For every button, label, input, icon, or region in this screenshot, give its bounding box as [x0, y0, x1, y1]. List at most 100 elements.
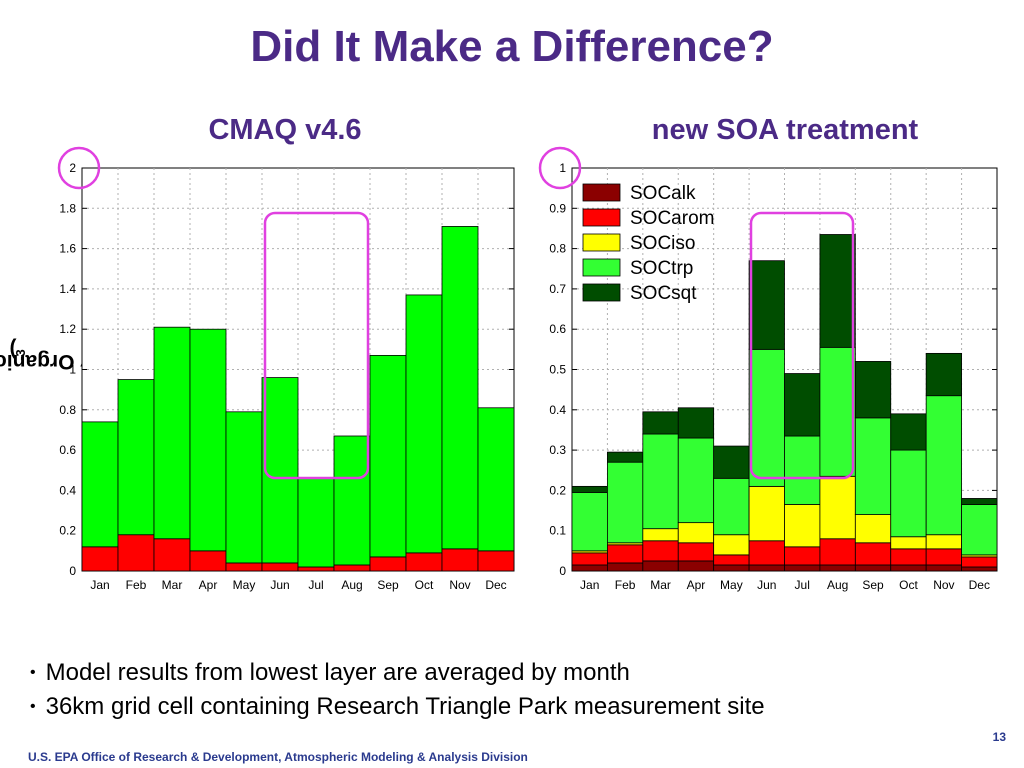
bar-segment-socarom — [297, 566, 335, 572]
legend-label: SOCtrp — [630, 258, 693, 279]
bar-segment-socarom — [117, 534, 155, 572]
legend-label: SOCalk — [630, 183, 696, 204]
bullet-list: • Model results from lowest layer are ave… — [30, 656, 765, 724]
bar-segment-socarom — [890, 548, 927, 566]
bullet-text: Model results from lowest layer are aver… — [45, 659, 630, 686]
bar-segment-socsqt — [642, 411, 679, 435]
bar-segment-socalk — [607, 562, 644, 572]
bullet-item: • Model results from lowest layer are ave… — [30, 659, 630, 686]
legend: SOCalk SOCarom SOCiso SOCtrp SOCsqt — [582, 183, 714, 304]
x-tick-label: Sep — [377, 578, 399, 592]
x-tick-label: Mar — [650, 578, 671, 592]
y-tick-label: 0 — [69, 564, 76, 578]
x-tick-label: Aug — [341, 578, 362, 592]
bar-segment-socarom — [819, 538, 856, 566]
bar-segment-socalk — [854, 564, 892, 572]
bar-segment-soctrp — [819, 346, 856, 477]
bar-segment-sociso — [642, 528, 679, 542]
y-tick-label: 0.1 — [549, 524, 566, 538]
y-tick-label: 1.6 — [59, 242, 76, 256]
bar-segment-sociso — [713, 534, 750, 556]
bar-segment-socarom — [925, 548, 962, 566]
legend-swatch — [582, 183, 621, 202]
bar-segment-socsqt — [854, 361, 892, 419]
bullet-item: • 36km grid cell containing Research Tria… — [30, 693, 765, 720]
y-tick-label: 1.8 — [59, 201, 76, 215]
bar-segment-socarom — [405, 552, 443, 572]
highlight-box — [749, 211, 855, 480]
bar-segment-soctrp — [748, 348, 785, 487]
bar-segment-soctrp — [677, 437, 715, 524]
bar-segment-socalk — [748, 564, 785, 572]
bar-segment-cmaq_fill — [225, 411, 263, 564]
y-tick-label: 0.8 — [549, 242, 566, 256]
page-number: 13 — [992, 730, 1006, 744]
bar-segment-soctrp — [961, 504, 998, 556]
bullet-text: 36km grid cell containing Research Trian… — [45, 693, 765, 720]
x-tick-label: Feb — [615, 578, 636, 592]
bar-segment-socalk — [677, 560, 715, 572]
bar-segment-socalk — [890, 564, 927, 572]
bar-segment-soctrp — [854, 417, 892, 515]
bar-segment-socarom — [189, 550, 227, 572]
legend-swatch — [582, 233, 621, 252]
x-tick-label: Jan — [580, 578, 599, 592]
bar-segment-socalk — [784, 564, 821, 572]
x-tick-label: Nov — [933, 578, 954, 592]
bar-segment-socarom — [784, 546, 821, 566]
x-tick-label: May — [720, 578, 743, 592]
y-tick-label: 0.4 — [59, 483, 76, 497]
bar-segment-socsqt — [890, 413, 927, 451]
bar-segment-cmaq_fill — [297, 477, 335, 568]
bar-segment-soctrp — [713, 477, 750, 536]
bar-segment-sociso — [890, 536, 927, 550]
x-tick-label: Apr — [687, 578, 706, 592]
bar-segment-socsqt — [607, 451, 644, 463]
bar-segment-socalk — [642, 560, 679, 572]
x-tick-label: Jun — [270, 578, 289, 592]
bar-segment-soctrp — [607, 461, 644, 544]
y-axis-label-close: ) — [9, 338, 17, 362]
y-tick-label: 1 — [69, 363, 76, 377]
chart-title-new-soa: new SOA treatment — [651, 114, 919, 146]
bar-segment-sociso — [819, 475, 856, 540]
bar-segment-socarom — [961, 556, 998, 568]
bar-segment-cmaq_fill — [261, 377, 299, 564]
bar-segment-socsqt — [677, 407, 715, 439]
bar-segment-socsqt — [819, 234, 856, 348]
chart-title-cmaq: CMAQ v4.6 — [208, 114, 362, 146]
y-tick-label: 0.5 — [549, 363, 566, 377]
x-tick-label: May — [233, 578, 256, 592]
legend-swatch — [582, 208, 621, 227]
bar-segment-soctrp — [571, 492, 608, 552]
legend-label: SOCsqt — [630, 283, 697, 304]
bar-segment-socalk — [571, 564, 608, 572]
x-tick-label: Nov — [449, 578, 470, 592]
highlight-box — [263, 211, 370, 480]
bar-segment-socalk — [819, 564, 856, 572]
y-tick-label: 2 — [69, 161, 76, 175]
bar-segment-soctrp — [784, 435, 821, 505]
bar-segment-socarom — [477, 550, 515, 572]
bar-segment-socalk — [713, 564, 750, 572]
bar-segment-cmaq_fill — [117, 379, 155, 536]
x-tick-label: Mar — [162, 578, 183, 592]
x-tick-label: Jan — [90, 578, 109, 592]
y-tick-label: 1 — [559, 161, 566, 175]
y-tick-label: 1.2 — [59, 322, 76, 336]
legend-label: SOCiso — [630, 233, 695, 254]
legend-swatch — [582, 258, 621, 277]
bar-segment-soctrp — [925, 395, 962, 536]
slide-title: Did It Make a Difference? — [250, 22, 774, 71]
bar-segment-socarom — [748, 540, 785, 566]
bar-segment-socarom — [369, 556, 407, 572]
bar-segment-sociso — [784, 504, 821, 548]
highlight-circle — [57, 146, 101, 190]
y-tick-label: 0.7 — [549, 282, 566, 296]
x-tick-label: Oct — [415, 578, 434, 592]
y-tick-label: 0.4 — [549, 403, 566, 417]
bar-segment-soctrp — [642, 433, 679, 530]
bar-segment-cmaq_fill — [189, 328, 227, 552]
y-tick-label: 0.9 — [549, 201, 566, 215]
bar-segment-socarom — [677, 542, 715, 562]
